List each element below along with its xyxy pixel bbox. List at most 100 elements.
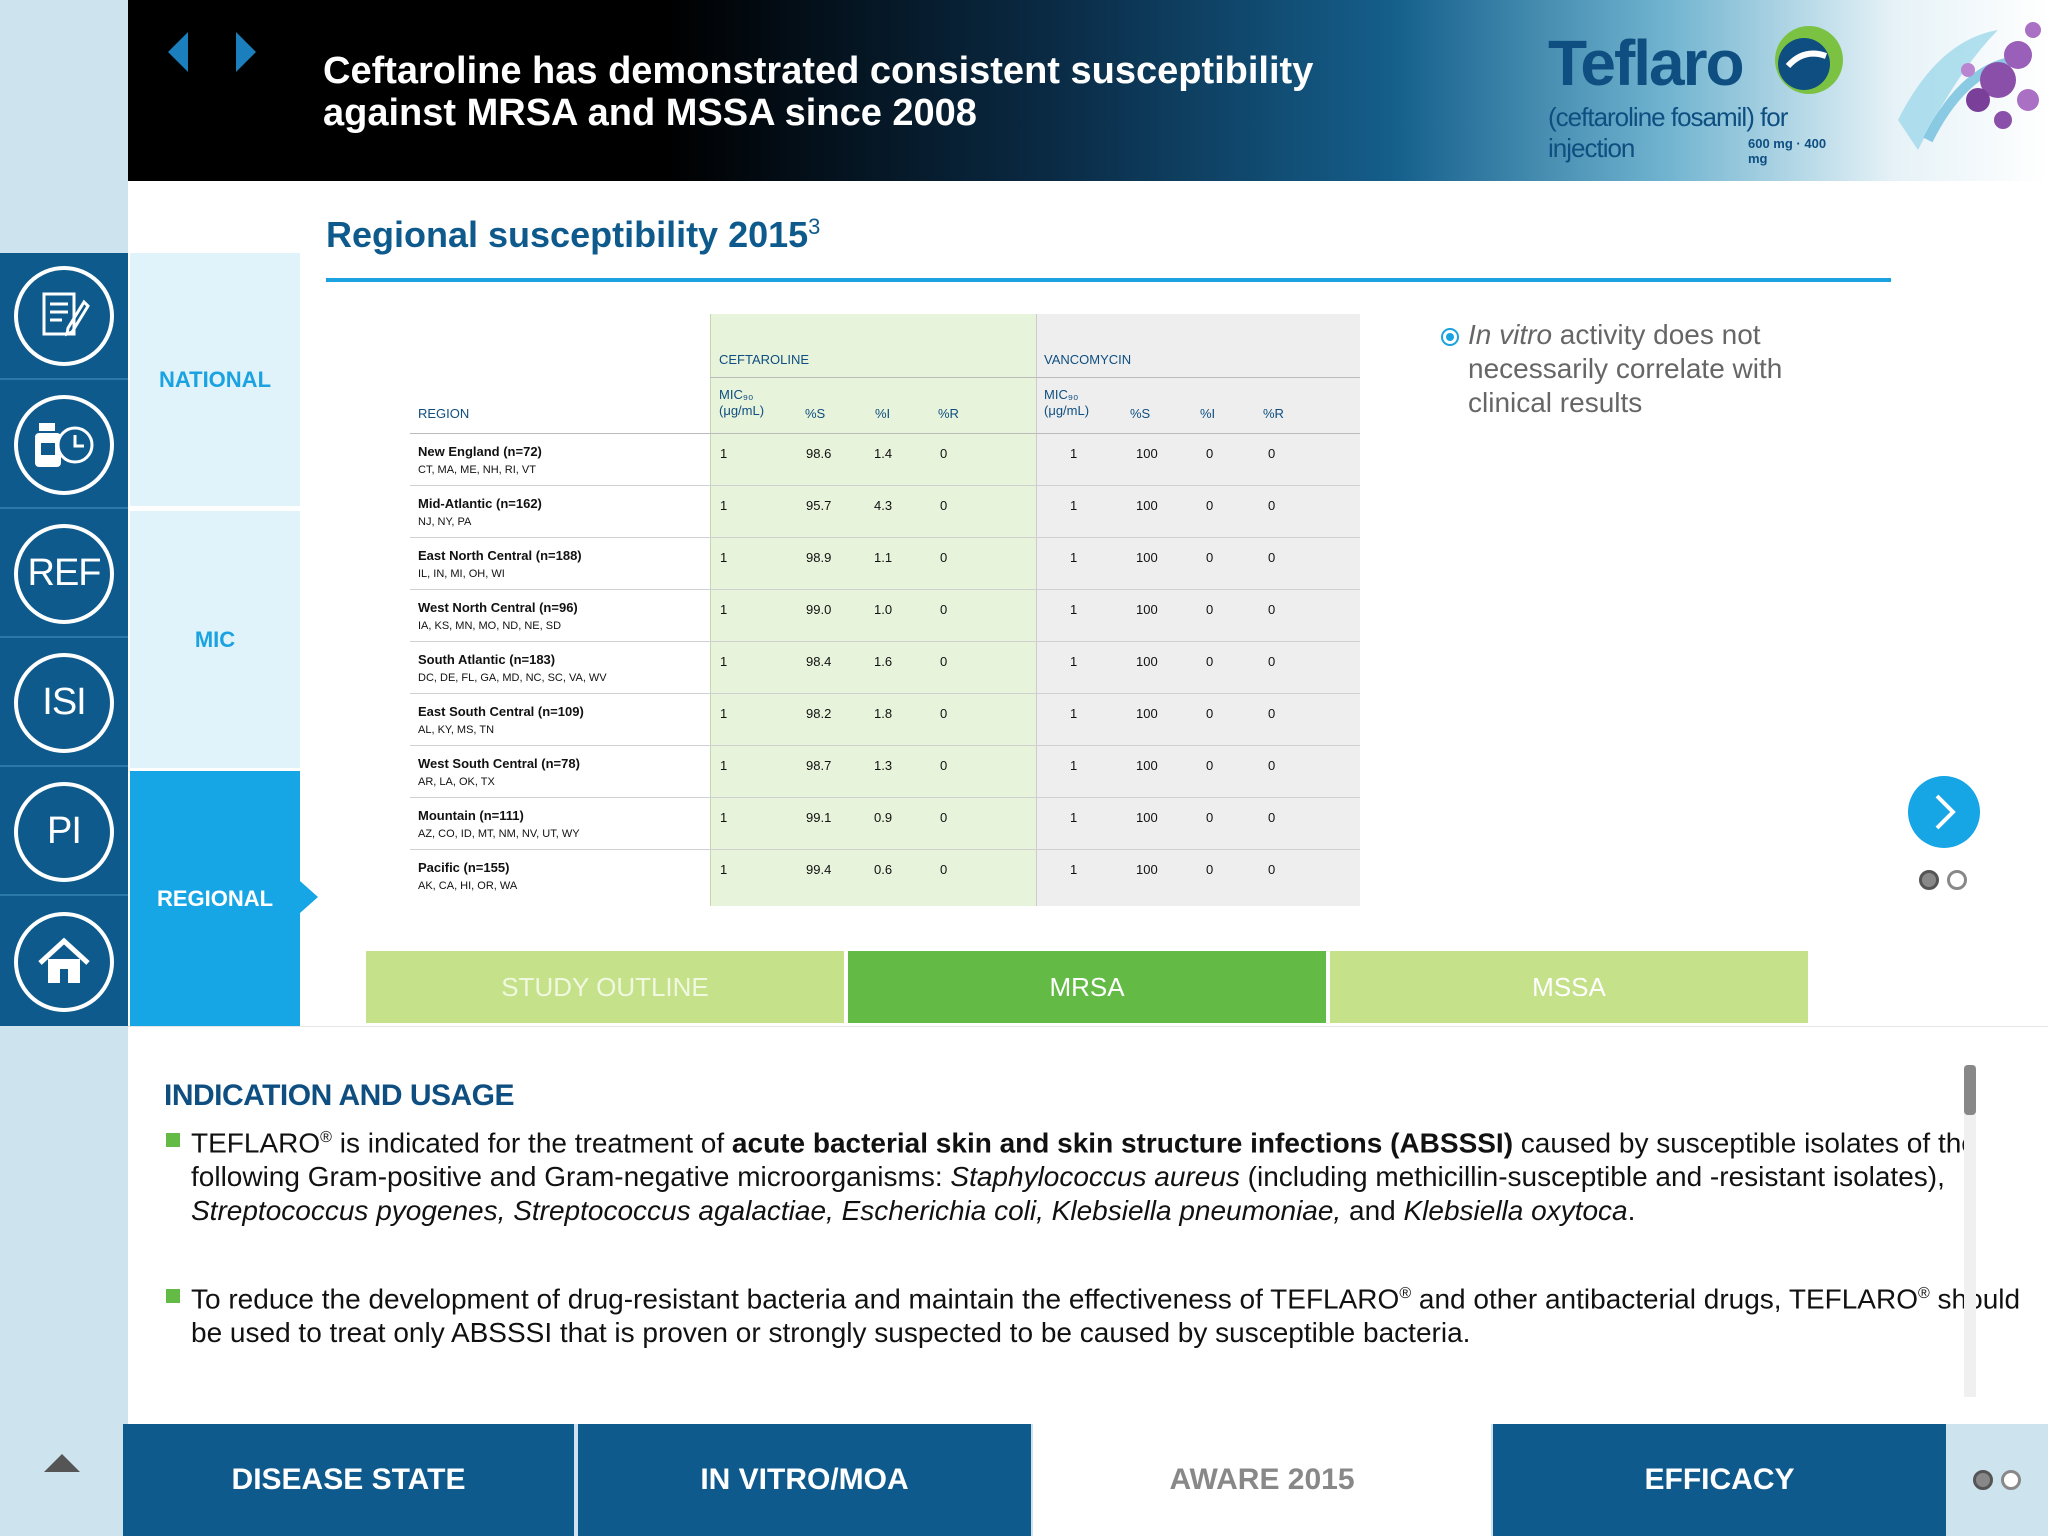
cell-v-mic: 1 [1070, 602, 1078, 617]
table-row: New England (n=72) CT, MA, ME, NH, RI, VT… [410, 434, 1360, 486]
brand-name: Teflaro [1548, 27, 1745, 99]
row-region-states: IA, KS, MN, MO, ND, NE, SD [418, 620, 562, 632]
tab-national[interactable]: NATIONAL [130, 253, 300, 506]
cell-v-s: 100 [1136, 602, 1158, 617]
rail-home-button[interactable] [0, 898, 128, 1025]
col-header-region: REGION [418, 406, 470, 421]
col-header-vancomycin-i: %I [1200, 406, 1216, 421]
cell-v-mic: 1 [1070, 498, 1078, 513]
table-body: New England (n=72) CT, MA, ME, NH, RI, VT… [410, 434, 1360, 906]
isi-label: ISI [14, 652, 114, 753]
cell-v-i: 0 [1206, 602, 1214, 617]
segment-mssa[interactable]: MSSA [1330, 951, 1808, 1023]
rail-dosing-button[interactable] [0, 382, 128, 509]
cell-v-r: 0 [1268, 654, 1276, 669]
brand-dose: 600 mg · 400 mg [1748, 136, 1827, 166]
cell-c-r: 0 [940, 706, 948, 721]
cell-c-i: 1.8 [874, 706, 893, 721]
rail-isi-button[interactable]: ISI [0, 640, 128, 767]
note-bullet-icon [1441, 328, 1459, 346]
rail-ref-button[interactable]: REF [0, 511, 128, 638]
cell-c-r: 0 [940, 498, 948, 513]
note-rest: activity does not necessarily correlate … [1468, 319, 1783, 418]
previous-arrow-icon[interactable] [164, 30, 194, 74]
row-region-states: IL, IN, MI, OH, WI [418, 568, 505, 580]
cell-c-mic: 1 [720, 602, 728, 617]
table-row: Mid-Atlantic (n=162) NJ, NY, PA 1 95.7 4.3 0 1… [410, 486, 1360, 538]
row-region-name: Mountain (n=111) [418, 808, 524, 823]
header: Ceftaroline has demonstrated consistent … [128, 0, 2048, 181]
table-row: East South Central (n=109) AL, KY, MS, TN… [410, 694, 1360, 746]
header-title-line2: against MRSA and MSSA since 2008 [323, 92, 977, 134]
cell-v-r: 0 [1268, 810, 1276, 825]
row-region-states: CT, MA, ME, NH, RI, VT [418, 464, 536, 476]
next-arrow-icon[interactable] [230, 30, 260, 74]
cell-v-s: 100 [1136, 758, 1158, 773]
col-header-vancomycin-mic: MIC₉₀ (μg/mL) [1044, 387, 1089, 419]
isi-panel[interactable]: INDICATION AND USAGE TEFLARO® is indicat… [128, 1026, 2048, 1424]
table-row: East North Central (n=188) IL, IN, MI, OH… [410, 538, 1360, 590]
cell-v-i: 0 [1206, 446, 1214, 461]
segment-study-outline[interactable]: STUDY OUTLINE [366, 951, 844, 1023]
dosing-clock-icon [14, 394, 114, 495]
cell-v-i: 0 [1206, 654, 1214, 669]
cell-c-r: 0 [940, 550, 948, 565]
page-dot-1[interactable] [1919, 870, 1939, 890]
tab-mic[interactable]: MIC [130, 511, 300, 768]
nav-in-vitro-moa[interactable]: IN VITRO/MOA [578, 1424, 1031, 1536]
cell-v-mic: 1 [1070, 862, 1078, 877]
cell-c-mic: 1 [720, 550, 728, 565]
cell-c-r: 0 [940, 758, 948, 773]
isi-scrollbar-thumb[interactable] [1964, 1065, 1976, 1115]
cell-v-s: 100 [1136, 550, 1158, 565]
row-region-states: NJ, NY, PA [418, 516, 472, 528]
chevron-right-icon [1935, 794, 1956, 830]
section-page-dot-2[interactable] [2001, 1470, 2021, 1490]
row-region-name: New England (n=72) [418, 444, 542, 459]
segment-mrsa[interactable]: MRSA [848, 951, 1326, 1023]
brand-logo: Teflaro (ceftaroline fosamil) for inject… [1548, 20, 1848, 166]
header-bottom-rule [410, 433, 1360, 434]
header-title: Ceftaroline has demonstrated consistent … [323, 50, 1363, 134]
nav-aware-2015[interactable]: AWARE 2015 [1033, 1424, 1491, 1536]
row-region-name: West North Central (n=96) [418, 600, 578, 615]
row-region-name: South Atlantic (n=183) [418, 652, 556, 667]
row-region-states: AR, LA, OK, TX [418, 776, 495, 788]
col-header-ceftaroline-r: %R [938, 406, 959, 421]
cell-c-s: 98.9 [806, 550, 832, 565]
next-page-button[interactable] [1908, 776, 1980, 848]
cell-v-s: 100 [1136, 446, 1158, 461]
cell-v-s: 100 [1136, 810, 1158, 825]
rail-pi-button[interactable]: PI [0, 769, 128, 896]
isi-scrollbar[interactable] [1964, 1065, 1976, 1397]
tab-regional[interactable]: REGIONAL [130, 771, 300, 1026]
cell-v-mic: 1 [1070, 706, 1078, 721]
cell-v-r: 0 [1268, 498, 1276, 513]
col-header-mic-line1: MIC₉₀ [1044, 387, 1079, 402]
col-header-mic-line2: (μg/mL) [1044, 403, 1090, 418]
cell-c-mic: 1 [720, 810, 728, 825]
section-page-dot-1[interactable] [1973, 1470, 1993, 1490]
page-dot-2[interactable] [1947, 870, 1967, 890]
group-header-rule [710, 377, 1360, 378]
expand-up-arrow-icon[interactable] [44, 1454, 80, 1472]
cell-v-i: 0 [1206, 706, 1214, 721]
cell-c-r: 0 [940, 654, 948, 669]
nav-efficacy[interactable]: EFFICACY [1493, 1424, 1946, 1536]
nav-disease-state[interactable]: DISEASE STATE [123, 1424, 574, 1536]
cell-v-mic: 1 [1070, 446, 1078, 461]
row-region-states: AK, CA, HI, OR, WA [418, 880, 518, 892]
cell-v-s: 100 [1136, 498, 1158, 513]
cell-v-s: 100 [1136, 706, 1158, 721]
cell-c-s: 99.0 [806, 602, 832, 617]
isi-bullet-1: TEFLARO® is indicated for the treatment … [191, 1127, 1977, 1227]
row-region-states: DC, DE, FL, GA, MD, NC, SC, VA, WV [418, 672, 607, 684]
cell-v-r: 0 [1268, 706, 1276, 721]
cell-c-s: 99.1 [806, 810, 832, 825]
pi-label: PI [14, 781, 114, 882]
ref-label: REF [14, 523, 114, 624]
col-header-mic-line1: MIC₉₀ [719, 387, 754, 402]
group-header-ceftaroline: CEFTAROLINE [719, 352, 810, 367]
col-header-ceftaroline-s: %S [805, 406, 826, 421]
rail-notes-button[interactable] [0, 253, 128, 380]
